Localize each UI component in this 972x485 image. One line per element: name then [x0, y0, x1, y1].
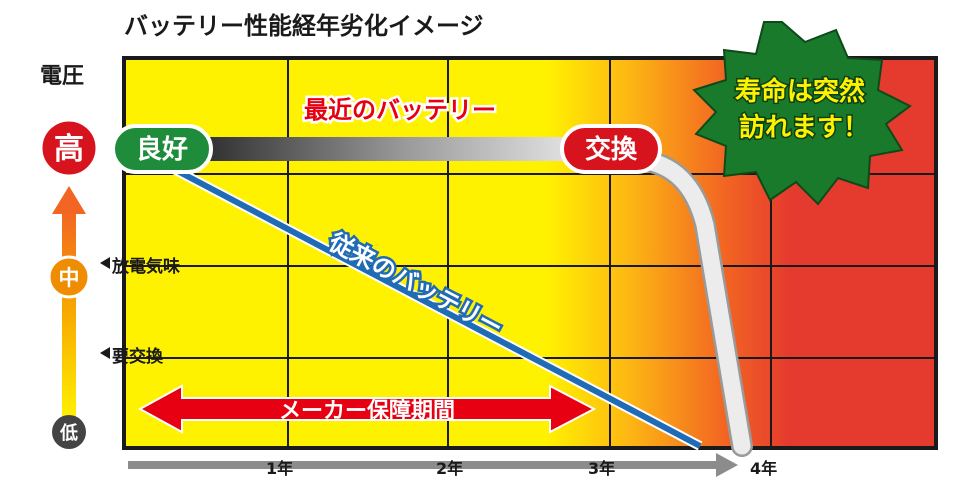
x-tick-2: 2年	[436, 459, 464, 478]
level-mid-badge	[47, 255, 91, 299]
level-low-badge	[52, 415, 86, 449]
level-high-label: 高	[54, 132, 84, 167]
mark-replace-label: 要交換	[112, 347, 163, 367]
mark-replace-pointer	[100, 347, 110, 359]
x-tick-1: 1年	[266, 459, 294, 478]
page-title: バッテリー性能経年劣化イメージ	[124, 12, 484, 40]
warranty-arrow	[137, 384, 597, 434]
x-tick-4: 4年	[750, 459, 778, 478]
conventional-battery-line	[166, 163, 702, 449]
replace-badge	[560, 124, 662, 174]
burst-line-2: 訪れます！	[739, 112, 869, 143]
good-badge-label: 良好	[136, 134, 188, 165]
level-high-badge	[39, 118, 99, 178]
voltage-arrow-head	[52, 186, 86, 214]
voltage-axis-label: 電圧	[40, 64, 85, 89]
mark-discharging-label: 放電気味	[112, 257, 180, 277]
mark-discharging-pointer	[100, 257, 110, 269]
burst-callout	[692, 21, 912, 206]
replace-badge-label: 交換	[585, 134, 638, 165]
modern-line-label: 最近のバッテリー	[304, 96, 496, 124]
burst-line-1: 寿命は突然	[735, 76, 865, 107]
level-mid-label: 中	[59, 266, 80, 290]
warranty-label: メーカー保障期間	[279, 398, 455, 424]
time-axis-arrow-head	[716, 453, 738, 477]
chart-frame	[122, 56, 938, 450]
x-tick-3: 3年	[588, 459, 616, 478]
voltage-arrow-shaft	[62, 210, 76, 420]
modern-battery-line	[196, 137, 576, 161]
time-axis-shaft	[128, 461, 720, 469]
level-low-label: 低	[59, 422, 78, 444]
good-badge	[111, 124, 213, 174]
